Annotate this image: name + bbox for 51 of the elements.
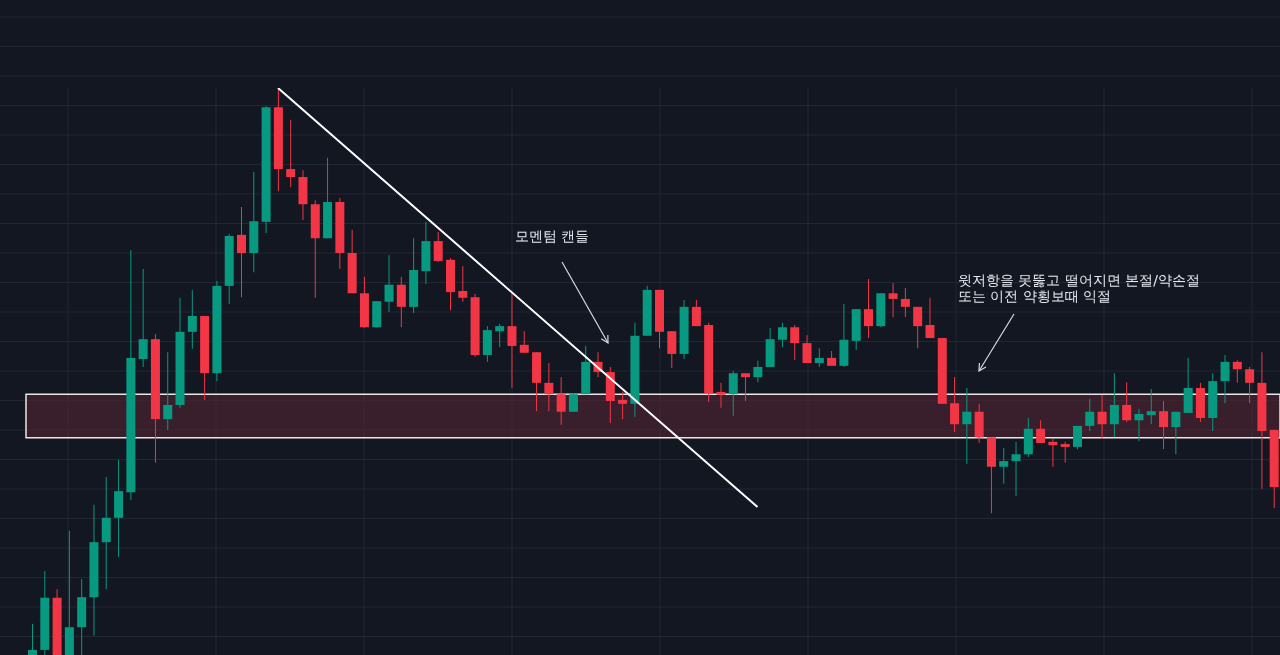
candlestick — [728, 370, 738, 417]
candlestick — [187, 289, 197, 350]
candlestick — [716, 382, 726, 409]
candlestick — [1036, 419, 1046, 444]
candlestick — [286, 119, 296, 188]
candlestick — [950, 376, 960, 433]
candlestick — [28, 623, 37, 655]
candlestick — [507, 292, 517, 389]
candlestick — [1171, 411, 1181, 455]
candlestick — [519, 330, 529, 354]
candlestick — [458, 265, 468, 303]
candlestick — [384, 254, 394, 313]
candlestick — [814, 347, 824, 368]
candlestick — [802, 334, 812, 364]
candlestick — [925, 297, 935, 339]
candlestick — [1060, 441, 1070, 464]
candlestick — [667, 330, 677, 369]
candlestick — [1159, 400, 1169, 450]
candlestick — [691, 299, 701, 327]
candlestick — [962, 387, 972, 465]
candlestick — [1109, 372, 1119, 438]
candlestick — [433, 231, 443, 263]
candlestick — [396, 276, 406, 328]
candlestick — [864, 278, 873, 339]
candlestick — [888, 282, 898, 318]
candlestick — [544, 362, 554, 412]
candlestick — [1220, 354, 1230, 404]
candlestick — [777, 322, 787, 348]
candlestick — [618, 391, 628, 420]
candlestick — [753, 360, 763, 383]
annotation: 윗저항을 못뚫고 떨어지면 본절/약손절 또는 이전 약횡보때 익절 — [958, 272, 1201, 304]
candlestick — [163, 351, 173, 431]
candlestick — [1134, 408, 1144, 442]
candlestick — [556, 376, 566, 426]
candlestick — [495, 323, 505, 348]
candlestick — [900, 287, 910, 318]
candlestick — [1146, 388, 1156, 425]
candlestick — [1245, 366, 1255, 404]
candlestick — [1122, 381, 1132, 423]
candlestick — [1097, 394, 1107, 440]
candlestick — [237, 206, 246, 298]
candlestick — [568, 392, 578, 413]
candlestick — [1085, 398, 1095, 432]
candlestick — [913, 306, 923, 349]
candlestick — [1232, 359, 1242, 384]
annotation: 모멘텀 캔들 — [515, 228, 590, 244]
candlestick — [138, 268, 148, 368]
candlestick — [1011, 441, 1021, 497]
candlestick — [999, 447, 1009, 485]
candlestick — [790, 324, 800, 361]
candlestick — [741, 372, 751, 402]
